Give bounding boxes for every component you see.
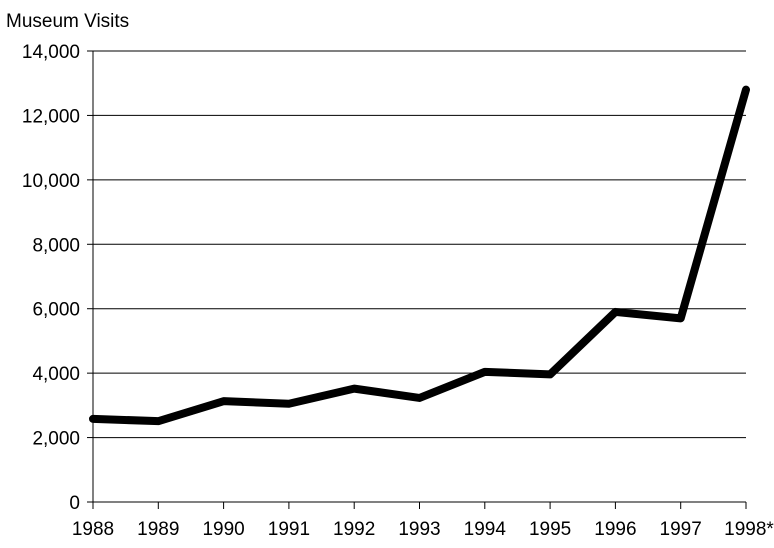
x-tick-label: 1992 — [333, 519, 375, 540]
series-line — [89, 85, 750, 426]
y-tick-label: 10,000 — [22, 171, 80, 192]
x-tick-label: 1991 — [268, 519, 310, 540]
y-tick-label: 0 — [69, 493, 80, 514]
x-tick-label: 1996 — [594, 519, 636, 540]
axes — [92, 51, 746, 503]
x-tick-label: 1989 — [137, 519, 179, 540]
series-group — [89, 85, 750, 426]
gridlines — [93, 50, 746, 439]
x-tick-label: 1995 — [529, 519, 571, 540]
x-axis-ticks: 1988 1989 1990 1991 1992 1993 1994 1995 1996 1997… — [72, 502, 774, 540]
y-tick-label: 12,000 — [22, 106, 80, 127]
x-tick-label: 1990 — [202, 519, 244, 540]
x-tick-label: 1998* — [724, 519, 774, 540]
x-tick-label: 1997 — [660, 519, 702, 540]
x-tick-label: 1993 — [398, 519, 440, 540]
y-axis-ticks: 0 2,000 4,000 6,000 8,000 10,000 12,000 14,000 — [22, 42, 93, 514]
x-tick-label: 1988 — [72, 519, 114, 540]
y-tick-label: 8,000 — [32, 235, 80, 256]
x-tick-label: 1994 — [464, 519, 507, 540]
y-tick-label: 6,000 — [32, 300, 80, 321]
y-tick-label: 2,000 — [32, 429, 80, 450]
y-tick-label: 4,000 — [32, 364, 80, 385]
chart-title: Museum Visits — [6, 11, 129, 32]
y-tick-label: 14,000 — [22, 42, 80, 63]
